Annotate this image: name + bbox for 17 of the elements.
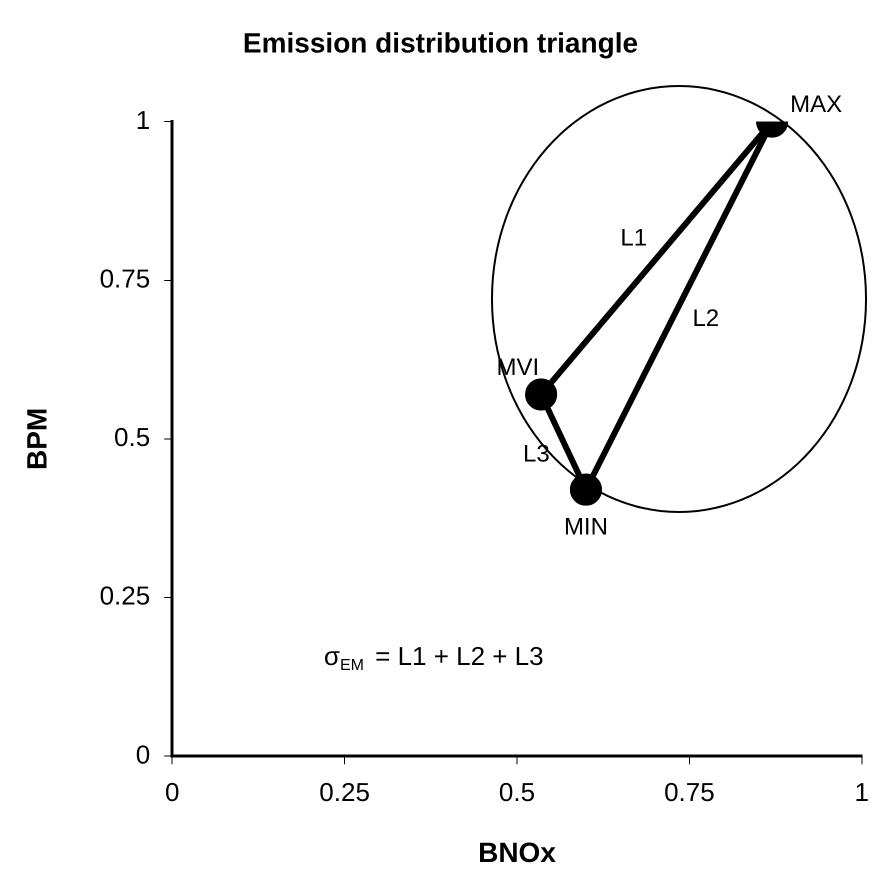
x-tick-label: 0.75 [664,776,715,807]
annotation: MIN [564,513,608,540]
series-label: L1 [620,224,648,252]
x-tick-label: 0.25 [319,776,370,807]
y-tick-label: 1 [136,104,150,135]
x-tick-label: 0.5 [498,776,536,807]
x-tick-label: 0 [164,776,180,807]
y-tick-label: 0 [136,739,150,770]
y-tick-label: 0.75 [100,263,150,294]
y-tick-label: 0.5 [114,422,150,452]
annotation: MAX [790,91,842,118]
x-axis-title: BNOx [478,836,556,868]
y-axis-title: BPM [22,408,53,470]
y-tick-label: 0.25 [100,580,150,611]
series-label: L2 [692,304,720,332]
x-tick-label: 1 [854,776,870,807]
chart-title: Emission distribution triangle [242,28,638,59]
